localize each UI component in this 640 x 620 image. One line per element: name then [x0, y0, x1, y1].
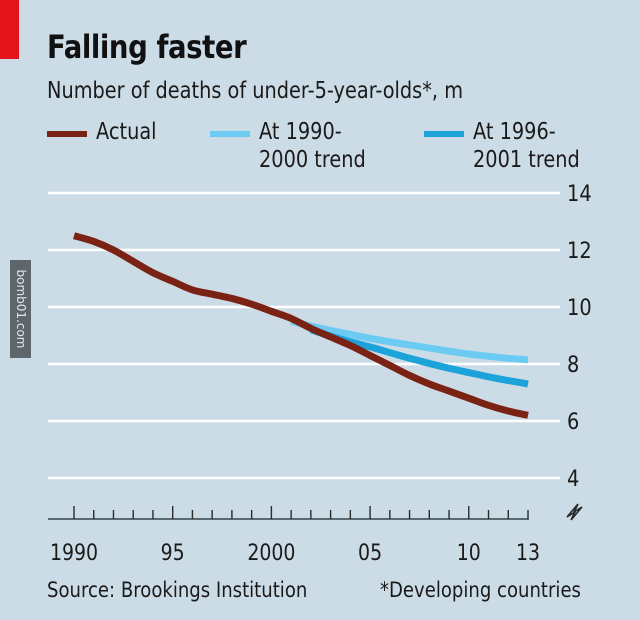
- x-tick-label: 95: [161, 540, 185, 566]
- legend-item-trend-1996-2001: At 1996- 2001 trend: [424, 118, 600, 174]
- y-axis-labels: 4 6 8 10 12 14: [567, 181, 592, 491]
- watermark: bomb01.com: [10, 260, 31, 358]
- watermark-text: bomb01.com: [13, 269, 28, 349]
- source-note: Source: Brookings Institution: [47, 578, 308, 602]
- series-trend-1990-2000-line: [290, 317, 529, 364]
- y-tick-label: 4: [567, 466, 579, 491]
- series-actual-line: [73, 232, 529, 419]
- legend-label-trend-1990-2000: At 1990- 2000 trend: [259, 119, 366, 173]
- legend-swatch-trend-1990-2000: [210, 131, 250, 137]
- y-tick-label: 8: [567, 352, 579, 377]
- gridlines: [48, 191, 560, 480]
- legend-item-trend-1990-2000: At 1990- 2000 trend: [210, 118, 386, 174]
- legend-label-trend-1996-2001: At 1996- 2001 trend: [473, 119, 580, 173]
- footnote: *Developing countries: [380, 578, 581, 602]
- x-tick-label: 1990: [50, 540, 98, 566]
- y-tick-label: 6: [567, 409, 579, 434]
- x-tick-label: 13: [516, 540, 540, 566]
- legend-label-actual: Actual: [96, 119, 157, 145]
- y-tick-label: 12: [567, 238, 592, 263]
- chart-subtitle: Number of deaths of under-5-year-olds*, …: [47, 78, 464, 104]
- y-tick-label: 14: [567, 181, 592, 206]
- x-tick-label: 10: [457, 540, 481, 566]
- axis-break-icon: [566, 503, 583, 521]
- x-tick-label: 2000: [247, 540, 295, 566]
- legend-swatch-actual: [47, 131, 87, 137]
- accent-bar: [0, 0, 19, 59]
- x-axis: 1990 95 2000 05 10 13: [48, 506, 540, 565]
- y-tick-label: 10: [567, 295, 592, 320]
- series-lines: [73, 232, 529, 419]
- legend-swatch-trend-1996-2001: [424, 131, 464, 137]
- chart-title: Falling faster: [47, 28, 247, 66]
- legend-item-actual: Actual: [47, 118, 168, 146]
- x-tick-label: 05: [358, 540, 382, 566]
